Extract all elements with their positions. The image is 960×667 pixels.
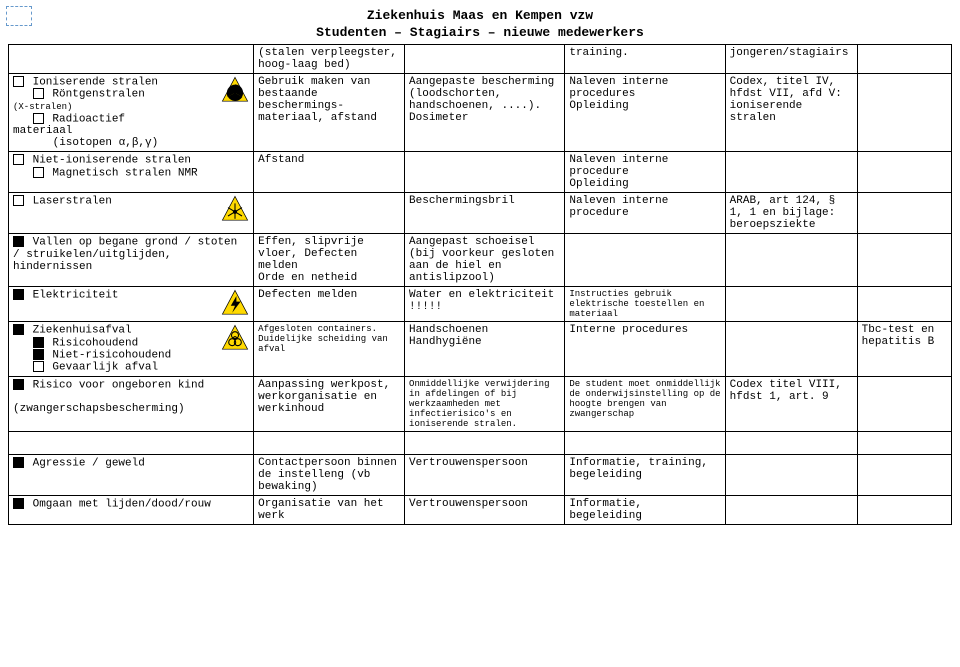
cell: training. xyxy=(565,45,725,74)
cell: Afgesloten containers. Duidelijke scheid… xyxy=(254,322,405,377)
cell: Afstand xyxy=(254,152,405,193)
table-row: Laserstralen Beschermingsbril Naleven in… xyxy=(9,193,952,234)
checkbox-icon xyxy=(33,88,44,99)
checkbox-filled-icon xyxy=(33,349,44,360)
cell: Effen, slipvrije vloer, Defecten melden … xyxy=(254,234,405,287)
cell: Informatie, begeleiding xyxy=(565,495,725,524)
cell: Aanpassing werkpost, werkorganisatie en … xyxy=(254,376,405,431)
checkbox-filled-icon xyxy=(13,457,24,468)
checkbox-filled-icon xyxy=(13,236,24,247)
radiation-icon xyxy=(221,76,249,104)
checkbox-icon xyxy=(33,361,44,372)
cell: Water en elektriciteit !!!!! xyxy=(405,287,565,322)
cell: Naleven interne procedure Opleiding xyxy=(565,152,725,193)
cell: Interne procedures xyxy=(565,322,725,377)
checkbox-icon xyxy=(33,113,44,124)
cell: Vertrouwenspersoon xyxy=(405,454,565,495)
hazard-cell: Laserstralen xyxy=(9,193,254,234)
cell: De student moet onmiddellijk de onderwij… xyxy=(565,376,725,431)
table-row: Risico voor ongeboren kind (zwangerschap… xyxy=(9,376,952,431)
cell: (stalen verpleegster, hoog-laag bed) xyxy=(254,45,405,74)
hazard-cell: Omgaan met lijden/dood/rouw xyxy=(9,495,254,524)
checkbox-filled-icon xyxy=(33,337,44,348)
cell: Organisatie van het werk xyxy=(254,495,405,524)
table-row: Ziekenhuisafval Risicohoudend Niet-risic… xyxy=(9,322,952,377)
page-title-2: Studenten – Stagiairs – nieuwe medewerke… xyxy=(8,25,952,40)
gap-row xyxy=(9,431,952,454)
cell: Contactpersoon binnen de instelleng (vb … xyxy=(254,454,405,495)
biohazard-icon xyxy=(221,324,249,352)
checkbox-icon xyxy=(33,167,44,178)
table-row: Agressie / geweld Contactpersoon binnen … xyxy=(9,454,952,495)
hazard-table: (stalen verpleegster, hoog-laag bed) tra… xyxy=(8,44,952,525)
table-row: (stalen verpleegster, hoog-laag bed) tra… xyxy=(9,45,952,74)
cell: Naleven interne procedures Opleiding xyxy=(565,74,725,152)
hazard-cell: Agressie / geweld xyxy=(9,454,254,495)
cell: ARAB, art 124, § 1, 1 en bijlage: beroep… xyxy=(725,193,857,234)
hazard-cell: Elektriciteit xyxy=(9,287,254,322)
table-row: Vallen op begane grond / stoten / struik… xyxy=(9,234,952,287)
cell: Defecten melden xyxy=(254,287,405,322)
hazard-cell: Niet-ioniserende stralen Magnetisch stra… xyxy=(9,152,254,193)
cell: Gebruik maken van bestaande beschermings… xyxy=(254,74,405,152)
table-row: Ioniserende stralen Röntgenstralen (X-st… xyxy=(9,74,952,152)
checkbox-icon xyxy=(13,195,24,206)
cell: Instructies gebruik elektrische toestell… xyxy=(565,287,725,322)
logo-placeholder xyxy=(6,6,32,26)
cell: Beschermingsbril xyxy=(405,193,565,234)
cell: Naleven interne procedure xyxy=(565,193,725,234)
cell: Informatie, training, begeleiding xyxy=(565,454,725,495)
hazard-cell: Ziekenhuisafval Risicohoudend Niet-risic… xyxy=(9,322,254,377)
cell: Handschoenen Handhygiëne xyxy=(405,322,565,377)
table-row: Omgaan met lijden/dood/rouw Organisatie … xyxy=(9,495,952,524)
laser-icon xyxy=(221,195,249,223)
cell: Codex titel VIII, hfdst 1, art. 9 xyxy=(725,376,857,431)
hazard-cell: Vallen op begane grond / stoten / struik… xyxy=(9,234,254,287)
checkbox-filled-icon xyxy=(13,379,24,390)
electricity-icon xyxy=(221,289,249,317)
page-title-1: Ziekenhuis Maas en Kempen vzw xyxy=(8,8,952,23)
table-row: Elektriciteit Defecten melden Water en e… xyxy=(9,287,952,322)
hazard-cell: Ioniserende stralen Röntgenstralen (X-st… xyxy=(9,74,254,152)
checkbox-filled-icon xyxy=(13,498,24,509)
cell: Vertrouwenspersoon xyxy=(405,495,565,524)
checkbox-filled-icon xyxy=(13,324,24,335)
cell: Aangepast schoeisel (bij voorkeur geslot… xyxy=(405,234,565,287)
cell: Tbc-test en hepatitis B xyxy=(857,322,951,377)
table-row: Niet-ioniserende stralen Magnetisch stra… xyxy=(9,152,952,193)
cell: Codex, titel IV, hfdst VII, afd V: ionis… xyxy=(725,74,857,152)
checkbox-icon xyxy=(13,76,24,87)
cell: jongeren/stagiairs xyxy=(725,45,857,74)
checkbox-filled-icon xyxy=(13,289,24,300)
hazard-cell: Risico voor ongeboren kind (zwangerschap… xyxy=(9,376,254,431)
checkbox-icon xyxy=(13,154,24,165)
cell: Aangepaste bescherming (loodschorten, ha… xyxy=(405,74,565,152)
cell: Onmiddellijke verwijdering in afdelingen… xyxy=(405,376,565,431)
